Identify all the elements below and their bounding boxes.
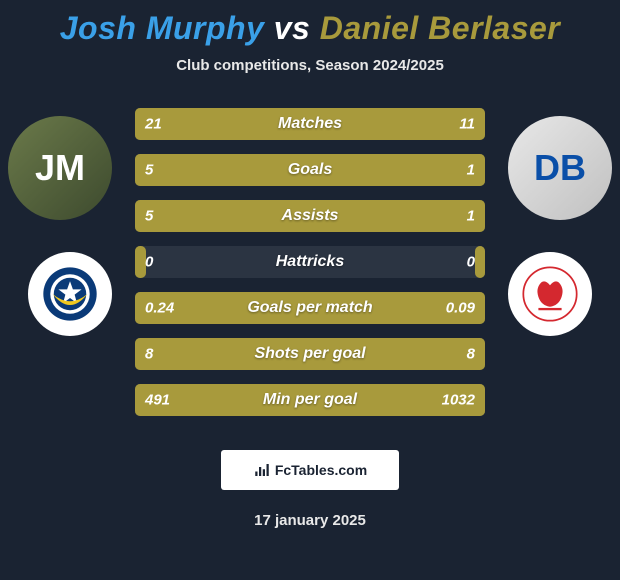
stat-label: Matches	[278, 115, 342, 133]
stat-label: Shots per goal	[254, 345, 365, 363]
page-title: Josh Murphy vs Daniel Berlaser	[0, 0, 620, 47]
subtitle: Club competitions, Season 2024/2025	[0, 57, 620, 74]
footer-date: 17 january 2025	[0, 512, 620, 529]
player2-avatar: DB	[508, 116, 612, 220]
title-player1: Josh Murphy	[60, 10, 265, 46]
portsmouth-crest-icon	[41, 265, 99, 323]
stat-fill-left	[135, 246, 146, 278]
stat-value-right: 0.09	[446, 300, 475, 317]
stat-value-right: 11	[459, 116, 475, 133]
stat-value-left: 8	[145, 346, 153, 363]
stat-label: Min per goal	[263, 391, 357, 409]
title-player2: Daniel Berlaser	[320, 10, 561, 46]
player2-avatar-fallback: DB	[508, 116, 612, 220]
stat-label: Assists	[282, 207, 339, 225]
player1-avatar: JM	[8, 116, 112, 220]
stat-bars: 21 11 Matches 5 1 Goals 5 1 Assists 0 0 Hattricks 0.…	[135, 108, 485, 430]
stat-row: 5 1 Assists	[135, 200, 485, 232]
stat-label: Goals	[288, 161, 332, 179]
stat-row: 8 8 Shots per goal	[135, 338, 485, 370]
stat-row: 491 1032 Min per goal	[135, 384, 485, 416]
stat-row: 21 11 Matches	[135, 108, 485, 140]
player1-club-badge	[28, 252, 112, 336]
stat-value-left: 5	[145, 162, 153, 179]
stat-value-left: 0	[145, 254, 153, 271]
stat-row: 5 1 Goals	[135, 154, 485, 186]
stat-row: 0 0 Hattricks	[135, 246, 485, 278]
title-vs: vs	[274, 10, 311, 46]
chart-icon	[253, 461, 271, 479]
branding-text: FcTables.com	[275, 462, 367, 478]
player1-avatar-fallback: JM	[8, 116, 112, 220]
branding-badge: FcTables.com	[221, 450, 399, 490]
stat-value-right: 1	[467, 162, 475, 179]
middlesbrough-crest-icon	[521, 265, 579, 323]
stat-value-right: 8	[467, 346, 475, 363]
stat-fill-right	[475, 246, 486, 278]
stat-value-left: 0.24	[145, 300, 174, 317]
stat-value-left: 491	[145, 392, 170, 409]
stat-value-right: 0	[467, 254, 475, 271]
stat-row: 0.24 0.09 Goals per match	[135, 292, 485, 324]
stat-label: Goals per match	[247, 299, 372, 317]
stat-value-left: 21	[145, 116, 162, 133]
comparison-panel: JM DB 21 11 Matches 5 1 Goals 5 1 Assists 0 0 Hattr…	[0, 102, 620, 432]
stat-value-left: 5	[145, 208, 153, 225]
stat-value-right: 1	[467, 208, 475, 225]
stat-value-right: 1032	[442, 392, 475, 409]
stat-label: Hattricks	[276, 253, 344, 271]
player2-club-badge	[508, 252, 592, 336]
